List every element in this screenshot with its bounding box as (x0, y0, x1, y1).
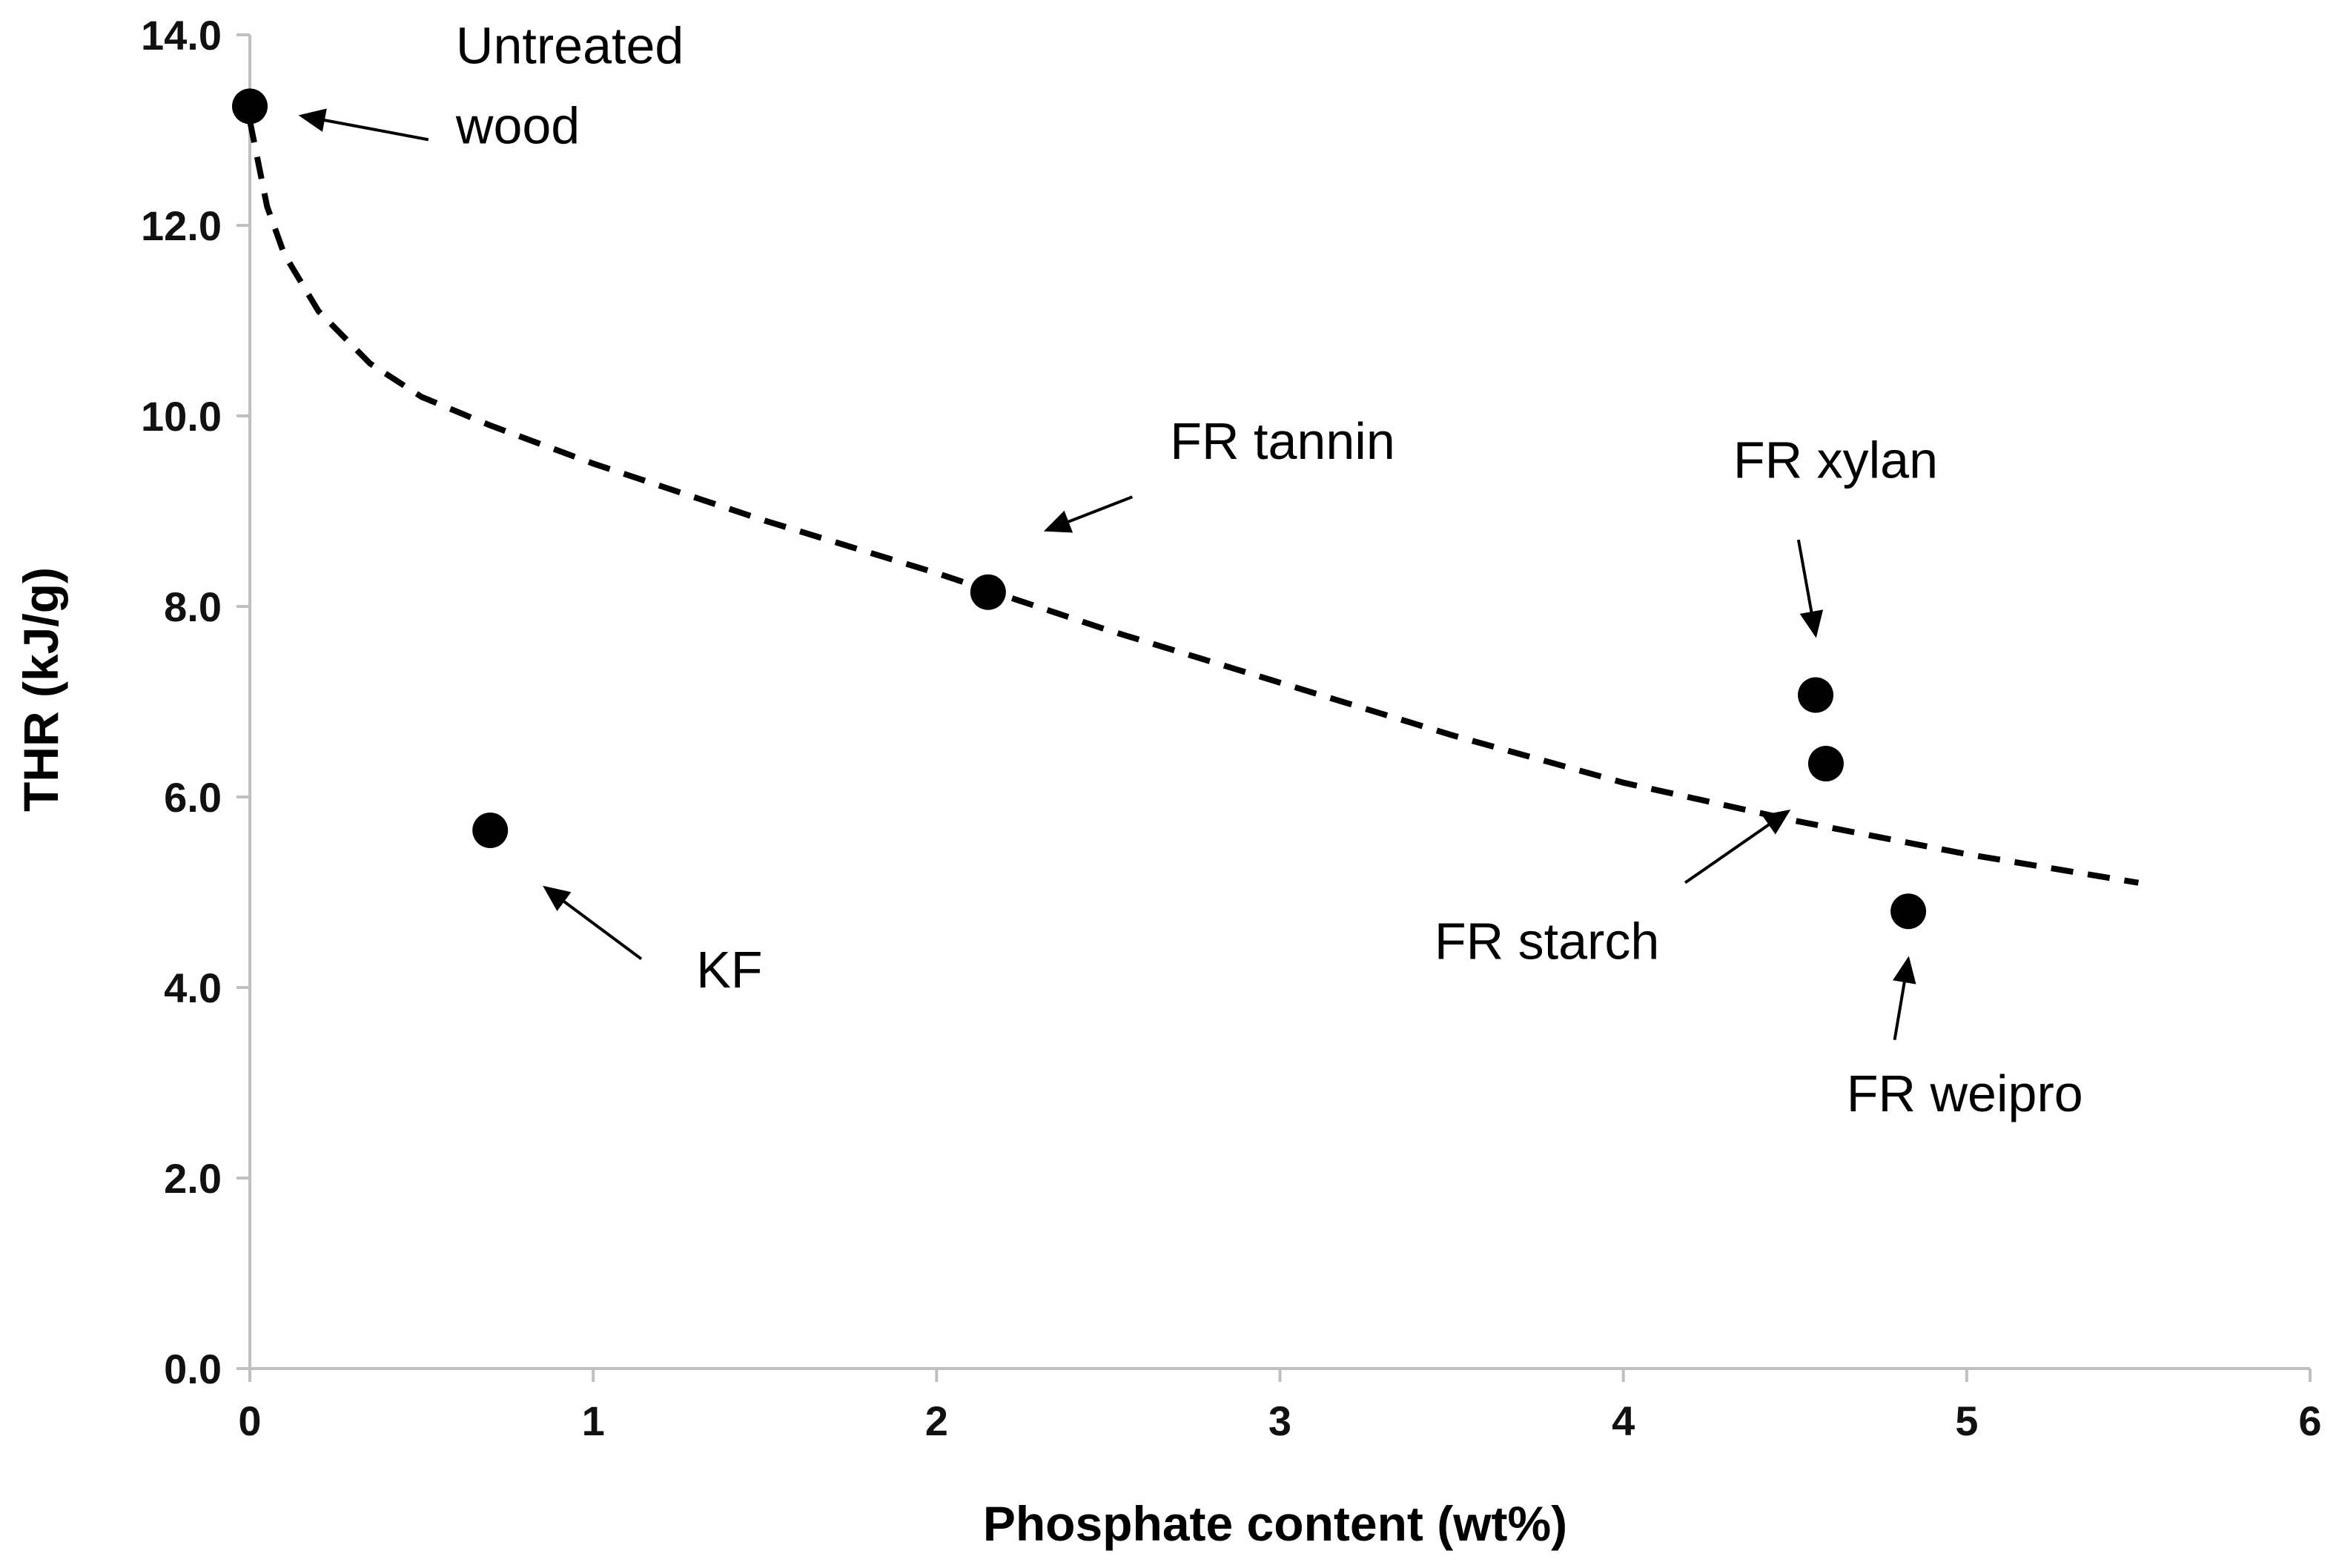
annotation-arrow (1796, 539, 1824, 638)
points-group (232, 88, 1927, 930)
annotation-arrow (1892, 956, 1916, 1041)
y-tick-label: 2.0 (164, 1155, 222, 1202)
data-point (472, 812, 509, 848)
y-tick-label: 6.0 (164, 774, 222, 821)
data-point (1798, 677, 1834, 713)
annotation-label: FR weipro (1847, 1065, 2083, 1122)
data-point (1807, 746, 1844, 782)
annotation-arrow (543, 885, 643, 961)
x-tick-label: 2 (925, 1397, 948, 1444)
annotation-label: KF (696, 941, 762, 999)
x-tick-label: 0 (238, 1397, 261, 1444)
x-tick-label: 6 (2298, 1397, 2321, 1444)
axes: 0 1 2 3 4 5 6 0.0 2.0 4.0 6.0 8.0 10.0 12.0 14.0 (141, 12, 2322, 1444)
annotation-label: FR tannin (1170, 412, 1395, 470)
x-axis-title: Phosphate content (wt%) (983, 1496, 1567, 1551)
y-axis-title: THR (kJ/g) (13, 567, 68, 812)
data-point (970, 574, 1006, 610)
annotation-arrow (298, 108, 429, 142)
annotation-arrow (1684, 809, 1791, 884)
y-tick-label: 8.0 (164, 583, 222, 630)
x-tick-label: 5 (1955, 1397, 1978, 1444)
annotation-label: wood (455, 97, 580, 155)
data-point (232, 88, 268, 125)
data-point (1890, 893, 1927, 930)
x-tick-label: 3 (1268, 1397, 1291, 1444)
annotations-group: Untreated wood FR tannin FR xylan FR starch F… (298, 17, 2083, 1122)
annotation-label: Untreated (456, 17, 684, 75)
trendline (247, 119, 2140, 886)
trendline-group (247, 119, 2140, 886)
y-tick-label: 14.0 (141, 12, 222, 59)
y-tick-label: 12.0 (141, 202, 222, 249)
y-tick-label: 0.0 (164, 1346, 222, 1392)
y-tick-label: 4.0 (164, 965, 222, 1011)
x-tick-label: 1 (582, 1397, 605, 1444)
x-tick-label: 4 (1612, 1397, 1635, 1444)
annotation-label: FR starch (1435, 912, 1659, 970)
y-tick-label: 10.0 (141, 393, 222, 440)
annotation-label: FR xylan (1733, 431, 1938, 489)
annotation-arrow (1043, 495, 1134, 533)
